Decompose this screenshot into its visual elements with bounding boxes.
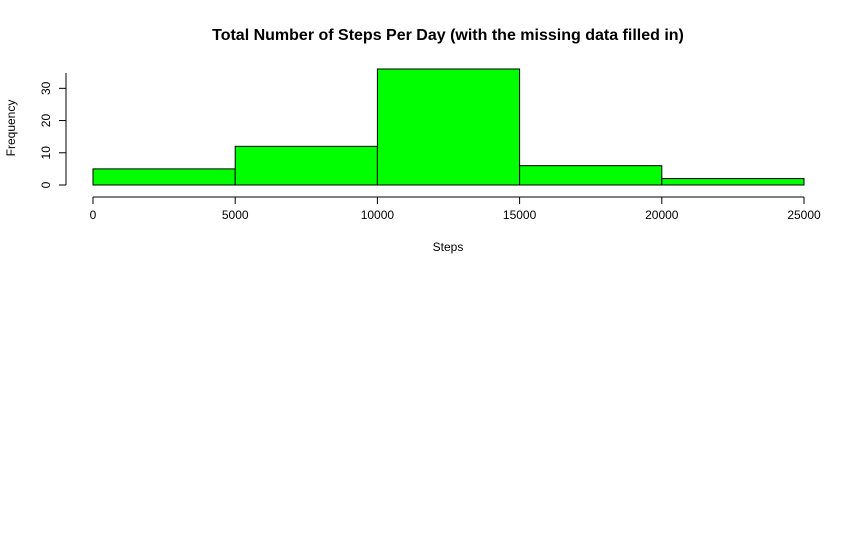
- histogram-bar-0: [92, 168, 236, 186]
- histogram-bar-1: [234, 145, 378, 186]
- x-ticks-group: 0 5000 10000 15000 20000 25000: [90, 197, 821, 222]
- histogram-bar-3: [519, 165, 663, 186]
- x-tick-label-2: 10000: [361, 208, 395, 222]
- x-tick-label-0: 0: [90, 208, 97, 222]
- histogram-bar-4: [661, 178, 805, 186]
- chart-title: Total Number of Steps Per Day (with the …: [212, 27, 684, 44]
- x-tick-label-5: 25000: [787, 208, 821, 222]
- y-tick-label-3: 30: [39, 81, 53, 95]
- x-tick-label-1: 5000: [222, 208, 249, 222]
- bars-group: [92, 68, 805, 186]
- x-axis-label: Steps: [433, 240, 464, 254]
- y-tick-label-2: 20: [39, 114, 53, 128]
- x-tick-label-3: 15000: [503, 208, 537, 222]
- y-ticks-group: 0 10 20 30: [39, 81, 66, 188]
- y-axis-label: Frequency: [4, 100, 18, 157]
- y-tick-label-0: 0: [39, 181, 53, 188]
- y-tick-label-1: 10: [39, 146, 53, 160]
- histogram-bar-2: [376, 68, 521, 186]
- x-tick-label-4: 20000: [645, 208, 679, 222]
